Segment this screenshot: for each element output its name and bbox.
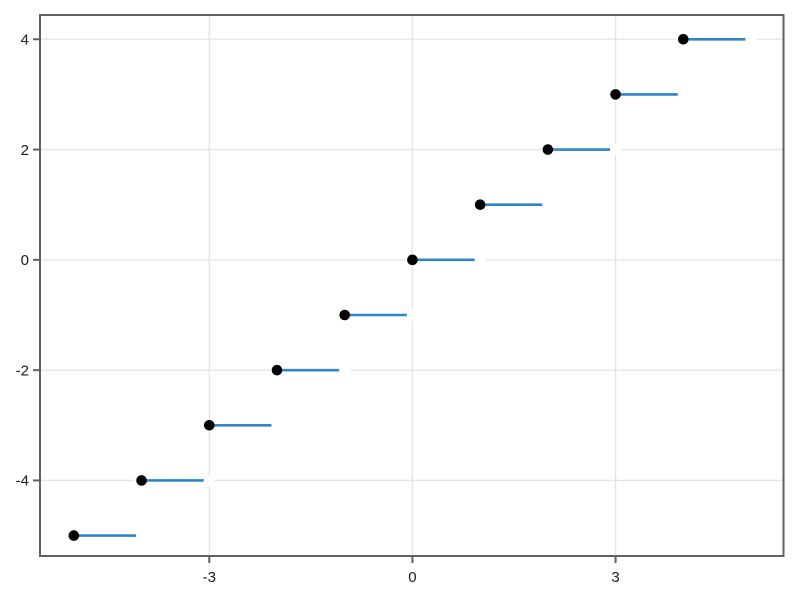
y-tick-label: 4 [21,31,29,48]
y-tick-label: 2 [21,142,29,159]
open-point [339,364,351,376]
plot-frame [39,14,785,557]
closed-point [203,419,215,431]
closed-point [271,364,283,376]
closed-point [339,309,351,321]
open-point [677,88,689,101]
y-tick-label: 0 [21,252,29,269]
open-point [271,419,283,431]
closed-point [677,33,689,45]
closed-point [407,254,418,266]
y-tick-label: -2 [16,362,29,379]
x-tick-label: -3 [203,569,216,586]
open-point [203,474,215,487]
closed-point [136,475,147,486]
open-point [745,33,757,45]
y-tick-label: -4 [16,473,29,490]
open-point [406,309,419,321]
closed-point [474,199,486,211]
closed-point [542,144,554,155]
x-tick-label: 3 [611,569,619,586]
open-point [609,143,622,156]
open-point [135,529,148,542]
open-point [542,199,554,211]
closed-point [610,89,621,100]
closed-point [68,530,80,541]
open-point [474,254,486,266]
x-tick-label: 0 [408,569,416,586]
